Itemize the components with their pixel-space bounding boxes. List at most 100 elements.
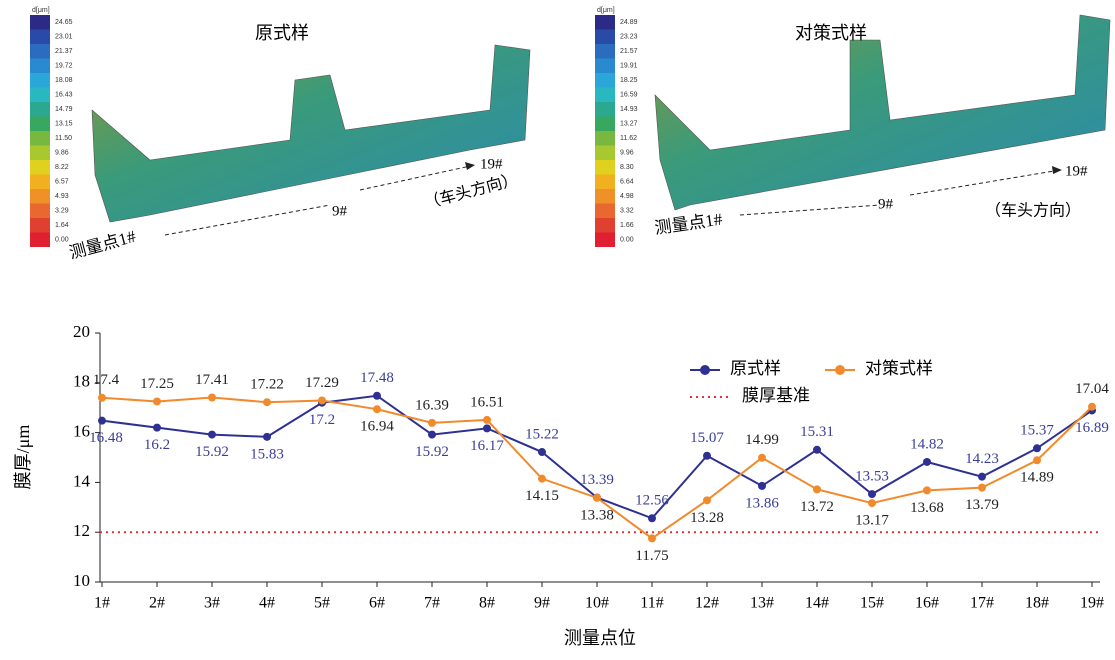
value-label: 15.22 — [525, 426, 559, 442]
x-tick-label: 18# — [1025, 595, 1049, 612]
data-point — [318, 396, 326, 404]
x-tick-label: 1# — [94, 595, 110, 612]
scale-swatch — [30, 160, 50, 175]
x-tick-label: 9# — [534, 595, 550, 612]
data-point — [868, 490, 876, 498]
value-label: 14.89 — [1020, 470, 1054, 486]
value-label: 13.53 — [855, 469, 889, 485]
data-point — [98, 417, 106, 425]
scale-value: 4.98 — [620, 193, 634, 200]
data-point — [923, 486, 931, 494]
scale-swatch — [30, 204, 50, 219]
value-label: 17.29 — [305, 375, 339, 391]
value-label: 15.83 — [250, 446, 284, 462]
data-point — [208, 431, 216, 439]
annotation: （车头方向） — [422, 170, 519, 212]
annotation: 9# — [878, 196, 894, 212]
scale-swatch — [30, 233, 50, 248]
data-point — [98, 394, 106, 402]
scale-value: 19.91 — [620, 62, 638, 69]
x-tick-label: 3# — [204, 595, 220, 612]
x-axis-label: 测量点位 — [564, 628, 636, 648]
annotation: 19# — [480, 156, 503, 172]
data-point — [208, 393, 216, 401]
scale-swatch — [595, 102, 615, 117]
annotation: 19# — [1065, 163, 1088, 179]
scale-value: 13.15 — [55, 120, 73, 127]
x-tick-label: 17# — [970, 595, 994, 612]
value-label: 17.25 — [140, 376, 174, 392]
scale-swatch — [595, 117, 615, 132]
data-point — [538, 475, 546, 483]
scale-swatch — [595, 59, 615, 74]
value-label: 13.72 — [800, 499, 834, 515]
data-point — [703, 452, 711, 460]
scale-value: 24.89 — [620, 19, 638, 26]
scale-value: 19.72 — [55, 62, 73, 69]
value-label: 11.75 — [635, 548, 668, 564]
scale-swatch — [30, 44, 50, 59]
data-point — [648, 514, 656, 522]
data-point — [538, 448, 546, 456]
value-label: 14.82 — [910, 436, 944, 452]
scale-value: 9.86 — [55, 149, 69, 156]
data-point — [868, 499, 876, 507]
value-label: 15.37 — [1020, 423, 1054, 439]
scale-value: 21.57 — [620, 48, 638, 55]
scale-swatch — [30, 15, 50, 30]
data-point — [1033, 444, 1041, 452]
scale-swatch — [595, 189, 615, 204]
scale-value: 23.23 — [620, 33, 638, 40]
data-point — [758, 482, 766, 490]
scale-value: 16.43 — [55, 91, 73, 98]
data-point — [813, 485, 821, 493]
scale-value: 6.57 — [55, 178, 69, 185]
scale-value: 21.37 — [55, 48, 73, 55]
data-point — [373, 405, 381, 413]
scale-label: d[μm] — [32, 7, 50, 14]
scale-value: 11.62 — [620, 135, 637, 142]
annotation: （车头方向） — [985, 202, 1081, 220]
value-label: 14.99 — [745, 432, 779, 448]
scale-swatch — [595, 30, 615, 45]
scale-swatch — [30, 146, 50, 161]
scale-label: d[μm] — [597, 7, 615, 14]
x-tick-label: 12# — [695, 595, 719, 612]
scale-value: 18.25 — [620, 77, 638, 84]
value-label: 17.04 — [1075, 381, 1109, 397]
data-point — [703, 496, 711, 504]
x-tick-label: 8# — [479, 595, 495, 612]
data-point — [813, 446, 821, 454]
scale-swatch — [30, 102, 50, 117]
scale-value: 13.27 — [620, 120, 638, 127]
value-label: 16.89 — [1075, 420, 1109, 436]
scale-swatch — [595, 204, 615, 219]
scale-swatch — [595, 131, 615, 146]
data-point — [978, 473, 986, 481]
value-label: 13.86 — [745, 495, 779, 511]
value-label: 15.31 — [800, 424, 834, 440]
x-tick-label: 2# — [149, 595, 165, 612]
value-label: 17.48 — [360, 370, 394, 386]
scale-swatch — [595, 175, 615, 190]
scale-swatch — [595, 160, 615, 175]
data-point — [758, 454, 766, 462]
y-tick-label: 14 — [73, 471, 91, 490]
scale-swatch — [595, 15, 615, 30]
scale-swatch — [30, 117, 50, 132]
scale-swatch — [30, 189, 50, 204]
x-tick-label: 15# — [860, 595, 884, 612]
y-tick-label: 20 — [73, 322, 90, 341]
scale-swatch — [595, 73, 615, 88]
data-point — [978, 484, 986, 492]
scale-value: 16.59 — [620, 91, 638, 98]
legend-marker — [835, 365, 845, 375]
x-tick-label: 5# — [314, 595, 330, 612]
scale-value: 14.79 — [55, 106, 73, 113]
panel-title: 对策式样 — [795, 23, 867, 43]
data-point — [428, 431, 436, 439]
scale-swatch — [30, 88, 50, 103]
scale-value: 9.96 — [620, 149, 634, 156]
scale-value: 1.64 — [55, 222, 69, 229]
value-label: 17.2 — [309, 412, 335, 428]
